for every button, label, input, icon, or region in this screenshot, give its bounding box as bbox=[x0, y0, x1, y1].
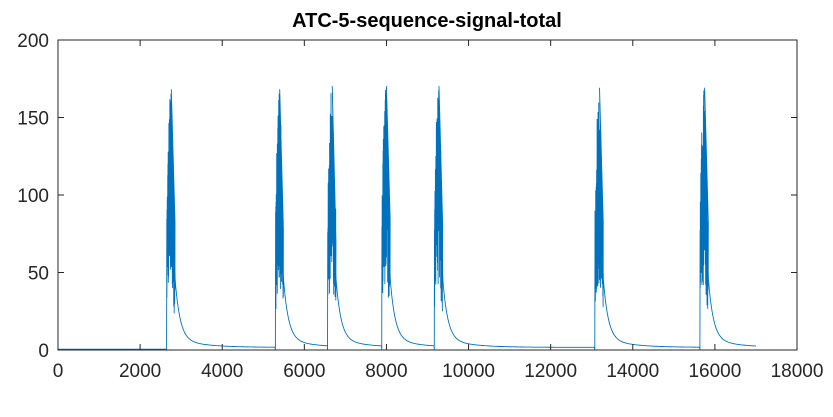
x-tick-label: 4000 bbox=[201, 361, 243, 382]
y-tick-label: 150 bbox=[17, 109, 49, 130]
x-tick-label: 10000 bbox=[442, 361, 495, 382]
x-tick-label: 8000 bbox=[365, 361, 407, 382]
y-tick-label: 0 bbox=[38, 341, 49, 362]
y-tick-label: 100 bbox=[17, 186, 49, 207]
series-line bbox=[58, 86, 756, 350]
y-tick-label: 200 bbox=[17, 31, 49, 52]
x-tick-label: 6000 bbox=[283, 361, 325, 382]
y-tick-label: 50 bbox=[28, 264, 49, 285]
series-layer bbox=[58, 86, 756, 350]
x-tick-label: 12000 bbox=[524, 361, 577, 382]
chart-title: ATC-5-sequence-signal-total bbox=[292, 10, 562, 32]
axes-layer: 0 2000 4000 6000 8000 10000 12000 14000 16000 180… bbox=[17, 31, 823, 382]
plot-area bbox=[58, 40, 797, 350]
x-tick-label: 14000 bbox=[606, 361, 659, 382]
x-tick-label: 2000 bbox=[119, 361, 161, 382]
x-tick-label: 18000 bbox=[771, 361, 824, 382]
x-tick-label: 16000 bbox=[688, 361, 741, 382]
x-tick-label: 0 bbox=[53, 361, 64, 382]
